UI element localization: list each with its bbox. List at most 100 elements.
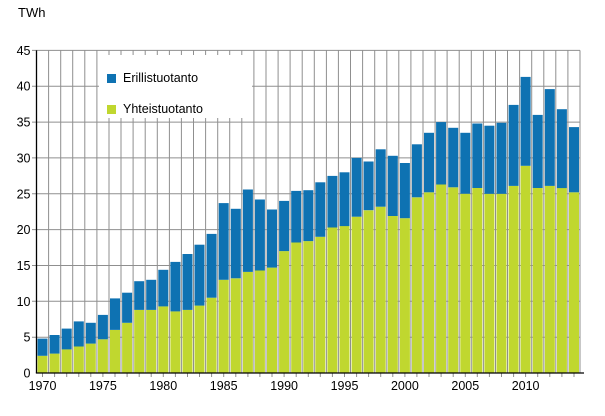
legend-label-yhteistuotanto: Yhteistuotanto [123, 102, 203, 116]
x-tick-label-2000: 2000 [391, 379, 419, 393]
bar-1979-yhteistuotanto [146, 309, 157, 373]
bar-1985-yhteistuotanto [218, 279, 229, 373]
legend-swatch-erillistuotanto [107, 73, 116, 83]
bar-1972-erillistuotanto [61, 328, 72, 350]
bar-2001-erillistuotanto [411, 144, 422, 198]
bar-2014-yhteistuotanto [569, 192, 579, 373]
x-tick-label-1990: 1990 [270, 379, 298, 393]
bar-2000-yhteistuotanto [399, 218, 410, 373]
bar-2007-yhteistuotanto [484, 193, 495, 373]
bar-1996-erillistuotanto [351, 157, 362, 217]
bar-2003-erillistuotanto [436, 122, 447, 185]
bar-1973-erillistuotanto [73, 321, 84, 347]
bar-2004-erillistuotanto [448, 127, 459, 188]
bar-1993-yhteistuotanto [315, 236, 326, 373]
bar-1984-yhteistuotanto [206, 297, 217, 373]
bar-1976-erillistuotanto [110, 298, 120, 330]
bar-1992-erillistuotanto [303, 190, 314, 242]
bar-1975-yhteistuotanto [97, 339, 108, 373]
bar-1978-yhteistuotanto [134, 309, 145, 373]
x-tick-label-2010: 2010 [512, 379, 540, 393]
bar-1975-erillistuotanto [97, 314, 108, 340]
bar-1986-yhteistuotanto [230, 278, 241, 373]
bar-1970-yhteistuotanto [37, 355, 48, 373]
y-tick-label-10: 10 [17, 295, 31, 309]
y-tick-label-5: 5 [24, 331, 31, 345]
bar-2005-yhteistuotanto [460, 193, 471, 373]
bar-1972-yhteistuotanto [61, 349, 72, 373]
bar-2010-yhteistuotanto [520, 165, 531, 373]
bar-1997-yhteistuotanto [363, 210, 374, 373]
bar-1983-erillistuotanto [194, 244, 205, 306]
legend-item-yhteistuotanto: Yhteistuotanto [107, 102, 203, 116]
y-tick-label-15: 15 [17, 259, 31, 273]
bar-2006-yhteistuotanto [472, 188, 483, 373]
y-tick-label-40: 40 [17, 80, 31, 94]
bar-1982-yhteistuotanto [182, 309, 193, 373]
bar-1980-erillistuotanto [158, 269, 169, 307]
y-tick-label-0: 0 [24, 367, 31, 381]
y-tick-label-35: 35 [17, 116, 31, 130]
x-tick-label-1995: 1995 [331, 379, 359, 393]
bar-2008-yhteistuotanto [496, 193, 507, 373]
bar-1993-erillistuotanto [315, 182, 326, 237]
bar-1976-yhteistuotanto [110, 330, 120, 373]
bar-1988-yhteistuotanto [254, 270, 265, 373]
bar-1980-yhteistuotanto [158, 306, 169, 373]
bar-1971-erillistuotanto [49, 335, 60, 354]
bar-2011-yhteistuotanto [532, 188, 543, 373]
y-tick-label-25: 25 [17, 187, 31, 201]
y-tick-label-45: 45 [17, 44, 31, 58]
bar-1998-yhteistuotanto [375, 206, 386, 373]
bar-1990-yhteistuotanto [279, 251, 290, 373]
bar-2007-erillistuotanto [484, 125, 495, 194]
bar-1985-erillistuotanto [218, 203, 229, 280]
bar-2012-yhteistuotanto [544, 185, 555, 373]
bar-1998-erillistuotanto [375, 149, 386, 207]
legend: Erillistuotanto Yhteistuotanto [99, 55, 252, 118]
bar-1997-erillistuotanto [363, 161, 374, 211]
bar-1991-erillistuotanto [291, 190, 302, 243]
bar-1994-erillistuotanto [327, 175, 338, 228]
bar-2006-erillistuotanto [472, 123, 483, 188]
legend-item-erillistuotanto: Erillistuotanto [107, 71, 198, 85]
bar-2012-erillistuotanto [544, 89, 555, 186]
y-axis-unit-label: TWh [18, 5, 46, 20]
bar-2008-erillistuotanto [496, 122, 507, 194]
bar-2003-yhteistuotanto [436, 184, 447, 373]
x-tick-label-1970: 1970 [29, 379, 57, 393]
bar-2000-erillistuotanto [399, 163, 410, 219]
bar-2001-yhteistuotanto [411, 197, 422, 373]
bar-1995-erillistuotanto [339, 172, 350, 227]
bar-2002-erillistuotanto [424, 132, 434, 193]
bar-1970-erillistuotanto [37, 338, 48, 356]
bar-1996-yhteistuotanto [351, 216, 362, 373]
bar-2013-yhteistuotanto [556, 188, 567, 373]
x-tick-label-1975: 1975 [89, 379, 117, 393]
y-tick-label-20: 20 [17, 223, 31, 237]
bar-2004-yhteistuotanto [448, 187, 459, 373]
bar-1991-yhteistuotanto [291, 242, 302, 373]
legend-label-erillistuotanto: Erillistuotanto [123, 71, 199, 85]
bar-2014-erillistuotanto [569, 127, 579, 193]
bar-2013-erillistuotanto [556, 109, 567, 189]
bar-1992-yhteistuotanto [303, 241, 314, 373]
x-tick-label-1980: 1980 [149, 379, 177, 393]
bar-1983-yhteistuotanto [194, 305, 205, 373]
bar-1994-yhteistuotanto [327, 227, 338, 373]
bar-1988-erillistuotanto [254, 199, 265, 271]
y-tick-label-30: 30 [17, 151, 31, 165]
bar-1989-yhteistuotanto [267, 267, 277, 373]
bar-2011-erillistuotanto [532, 114, 543, 188]
bar-1979-erillistuotanto [146, 279, 157, 310]
bar-1971-yhteistuotanto [49, 353, 60, 373]
bar-1995-yhteistuotanto [339, 226, 350, 373]
bar-1986-erillistuotanto [230, 208, 241, 279]
bar-1990-erillistuotanto [279, 200, 290, 252]
bar-1981-yhteistuotanto [170, 311, 181, 373]
bar-2009-yhteistuotanto [508, 185, 519, 373]
bar-1974-erillistuotanto [85, 322, 96, 344]
bar-1974-yhteistuotanto [85, 343, 96, 373]
